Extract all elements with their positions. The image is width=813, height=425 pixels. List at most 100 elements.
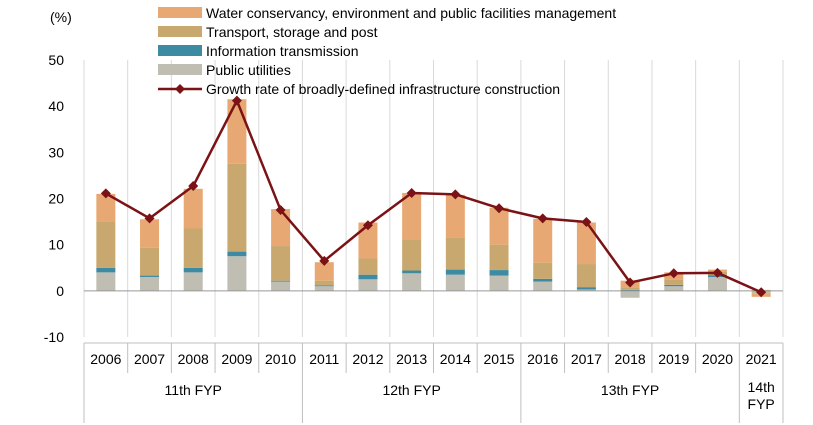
growth-rate-marker-2008	[188, 181, 199, 192]
growth-rate-marker-2009	[231, 95, 242, 106]
growth-rate-marker-2021	[756, 287, 767, 298]
legend-swatch-transport-storage-and-post	[158, 26, 202, 37]
y-tick-label: 50	[48, 52, 64, 68]
bar-water-conservancy-environment-and-public-facilities-management-2008	[183, 188, 203, 229]
growth-rate-marker-2010	[275, 205, 286, 216]
bar-water-conservancy-environment-and-public-facilities-management-2017	[576, 222, 596, 265]
bar-public-utilities-2009	[227, 256, 247, 291]
stacked-bars	[96, 99, 771, 298]
x-tick-label-2020: 2020	[702, 351, 733, 367]
x-tick-label-2017: 2017	[571, 351, 602, 367]
bar-public-utilities-2006	[96, 272, 116, 291]
legend-swatch-public-utilities	[158, 64, 202, 75]
growth-rate-marker-2012	[362, 220, 373, 231]
x-tick-label-2021: 2021	[746, 351, 777, 367]
bar-information-transmission-2013	[402, 270, 422, 274]
category-table: 2006 2007 2008 2009 2010 2011 2012 2013 2014 2015…	[83, 342, 784, 423]
bar-water-conservancy-environment-and-public-facilities-management-2010	[271, 209, 291, 247]
legend-label-public-utilities: Public utilities	[206, 62, 291, 78]
bar-water-conservancy-environment-and-public-facilities-management-2012	[358, 222, 378, 259]
bar-information-transmission-2019	[664, 284, 684, 287]
x-tick-label-2007: 2007	[134, 351, 165, 367]
bar-public-utilities-2019	[664, 286, 684, 291]
x-tick-label-2009: 2009	[221, 351, 252, 367]
bar-transport-storage-and-post-2013	[402, 239, 422, 271]
bar-transport-storage-and-post-2009	[227, 163, 247, 252]
bar-public-utilities-2012	[358, 279, 378, 291]
fyp-group-label: 12th FYP	[382, 382, 440, 398]
growth-rate-marker-2006	[100, 188, 111, 199]
legend: Water conservancy, environment and publi…	[158, 5, 616, 97]
bar-transport-storage-and-post-2018	[620, 287, 640, 290]
bar-information-transmission-2014	[445, 269, 465, 275]
bar-transport-storage-and-post-2019	[664, 279, 684, 285]
growth-rate-marker-2019	[668, 268, 679, 279]
x-tick-label-2012: 2012	[352, 351, 383, 367]
y-tick-label: 10	[48, 237, 64, 253]
legend-label-information-transmission: Information transmission	[206, 43, 359, 59]
bar-transport-storage-and-post-2007	[140, 247, 160, 276]
bar-public-utilities-2013	[402, 273, 422, 291]
bar-information-transmission-2006	[96, 267, 116, 273]
x-tick-label-2016: 2016	[527, 351, 558, 367]
fyp-group-label: 11th FYP	[165, 382, 222, 398]
x-tick-label-2011: 2011	[309, 351, 339, 367]
bar-transport-storage-and-post-2010	[271, 246, 291, 281]
growth-rate-marker-2016	[537, 213, 548, 224]
bar-transport-storage-and-post-2011	[314, 280, 334, 286]
y-tick-label: 30	[48, 144, 64, 160]
bar-information-transmission-2015	[489, 270, 509, 276]
bar-information-transmission-2011	[314, 285, 334, 287]
bar-water-conservancy-environment-and-public-facilities-management-2007	[140, 219, 160, 248]
bar-water-conservancy-environment-and-public-facilities-management-2014	[445, 194, 465, 238]
bar-public-utilities-2015	[489, 275, 509, 291]
growth-rate-marker-2007	[144, 213, 155, 224]
fyp-group-label: FYP	[748, 396, 775, 412]
growth-rate-line	[100, 95, 767, 298]
bar-water-conservancy-environment-and-public-facilities-management-2016	[533, 218, 553, 263]
bar-information-transmission-2017	[576, 287, 596, 290]
legend-swatch-information-transmission	[158, 45, 202, 56]
axes: -10 0 10 20 30 40 50	[44, 52, 783, 345]
bar-information-transmission-2010	[271, 280, 291, 282]
y-tick-label: 40	[48, 98, 64, 114]
growth-rate-marker-2015	[494, 203, 505, 214]
y-tick-label: -10	[44, 329, 64, 345]
bar-transport-storage-and-post-2014	[445, 237, 465, 270]
legend-label-growth-rate-of-broadly-defined-infrastructure-construction: Growth rate of broadly-defined infrastru…	[206, 81, 560, 97]
y-tick-label: 20	[48, 191, 64, 207]
bar-information-transmission-2016	[533, 278, 553, 282]
bar-public-utilities-2017	[576, 289, 596, 291]
x-tick-label-2015: 2015	[483, 351, 514, 367]
bar-transport-storage-and-post-2016	[533, 262, 553, 279]
bar-information-transmission-2008	[183, 267, 203, 273]
bar-water-conservancy-environment-and-public-facilities-management-2013	[402, 192, 422, 240]
y-tick-label: 0	[56, 283, 64, 299]
fyp-group-label: 14th	[748, 379, 775, 395]
bar-transport-storage-and-post-2015	[489, 244, 509, 271]
fyp-group-label: 13th FYP	[601, 382, 659, 398]
bar-public-utilities-2018	[620, 290, 640, 298]
bar-public-utilities-2020	[707, 276, 727, 291]
y-axis-unit-label: (%)	[50, 9, 72, 25]
x-tick-label-2006: 2006	[90, 351, 121, 367]
bar-transport-storage-and-post-2008	[183, 228, 203, 268]
x-tick-label-2010: 2010	[265, 351, 296, 367]
x-tick-label-2018: 2018	[615, 351, 646, 367]
bar-water-conservancy-environment-and-public-facilities-management-2015	[489, 207, 509, 245]
bar-water-conservancy-environment-and-public-facilities-management-2006	[96, 193, 116, 222]
growth-rate-marker-2018	[625, 277, 636, 288]
growth-rate-marker-2013	[406, 187, 417, 198]
bar-public-utilities-2011	[314, 286, 334, 291]
x-tick-label-2013: 2013	[396, 351, 427, 367]
legend-swatch-water-conservancy-environment-and-public-facilities-management	[158, 7, 202, 18]
x-tick-label-2019: 2019	[658, 351, 689, 367]
growth-rate-marker-2017	[581, 217, 592, 228]
bar-transport-storage-and-post-2017	[576, 264, 596, 288]
bar-public-utilities-2014	[445, 274, 465, 291]
bar-public-utilities-2007	[140, 276, 160, 291]
legend-label-transport-storage-and-post: Transport, storage and post	[206, 24, 378, 40]
bar-information-transmission-2007	[140, 275, 160, 277]
bar-transport-storage-and-post-2006	[96, 221, 116, 268]
